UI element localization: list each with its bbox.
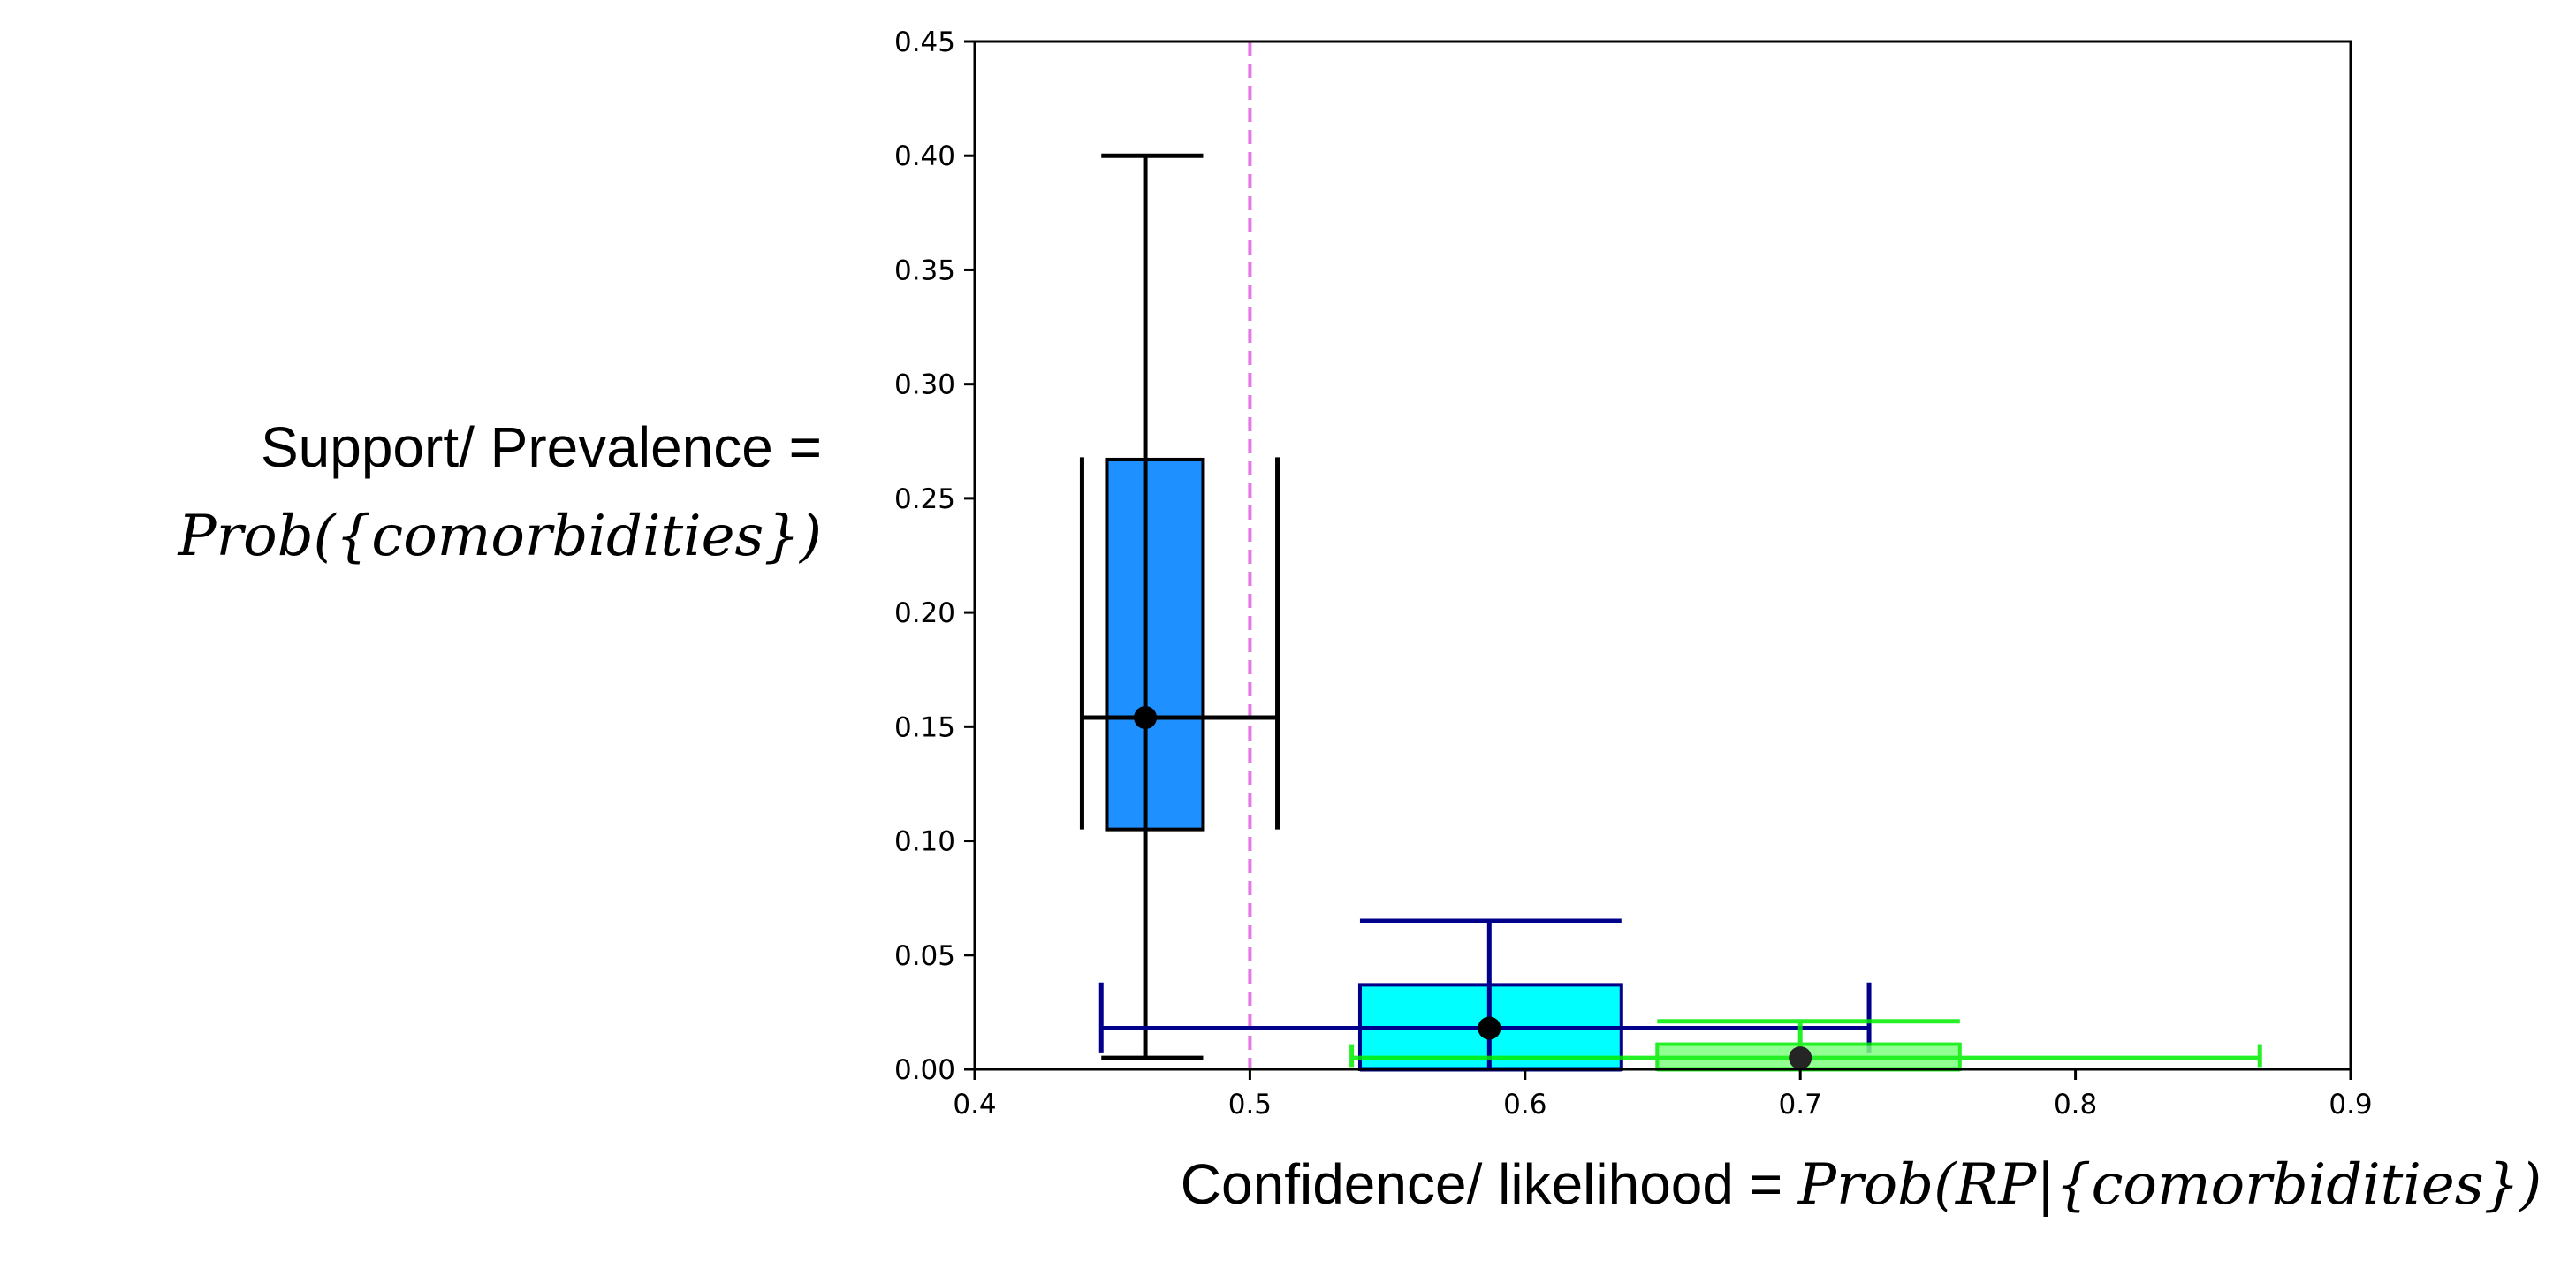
x-axis-label-prefix: Confidence/ likelihood = <box>1181 1152 1798 1216</box>
center-point <box>1478 1016 1501 1040</box>
y-axis-label-math: Prob({comorbidities}) <box>178 504 823 569</box>
y-tick-label: 0.30 <box>894 369 955 401</box>
y-tick-label: 0.40 <box>894 141 955 172</box>
x-axis-label: Confidence/ likelihood = Prob(RP|{comorb… <box>1181 1152 2542 1218</box>
x-tick-label: 0.4 <box>953 1089 996 1121</box>
x-tick-label: 0.5 <box>1228 1089 1272 1121</box>
y-tick-label: 0.20 <box>894 597 955 629</box>
x-tick-label: 0.9 <box>2329 1089 2372 1121</box>
x-tick-label: 0.6 <box>1503 1089 1546 1121</box>
plot-frame <box>973 40 2352 1071</box>
y-axis-label-line1: Support/ Prevalence = <box>261 415 822 479</box>
y-tick-label: 0.45 <box>894 27 955 58</box>
axes-layer <box>973 40 2352 1071</box>
box-group-1 <box>1079 153 1280 1060</box>
box-rect <box>1105 457 1205 832</box>
y-tick-label: 0.10 <box>894 826 955 858</box>
x-tick-label: 0.7 <box>1779 1089 1822 1121</box>
y-tick-label: 0.15 <box>894 711 955 743</box>
y-tick-label: 0.00 <box>894 1054 955 1086</box>
box-series-layer <box>1079 153 2262 1072</box>
center-point <box>1789 1046 1812 1070</box>
x-tick-label: 0.8 <box>2054 1089 2097 1121</box>
y-tick-label: 0.35 <box>894 255 955 286</box>
y-tick-label: 0.05 <box>894 940 955 972</box>
y-tick-label: 0.25 <box>894 483 955 515</box>
x-axis-label-math: Prob(RP|{comorbidities}) <box>1797 1152 2542 1218</box>
center-point <box>1134 705 1158 729</box>
tick-layer: 0.4 0.5 0.6 0.7 0.8 0.9 0.00 0.05 0.10 0.15 0.20 0.… <box>894 27 2373 1121</box>
